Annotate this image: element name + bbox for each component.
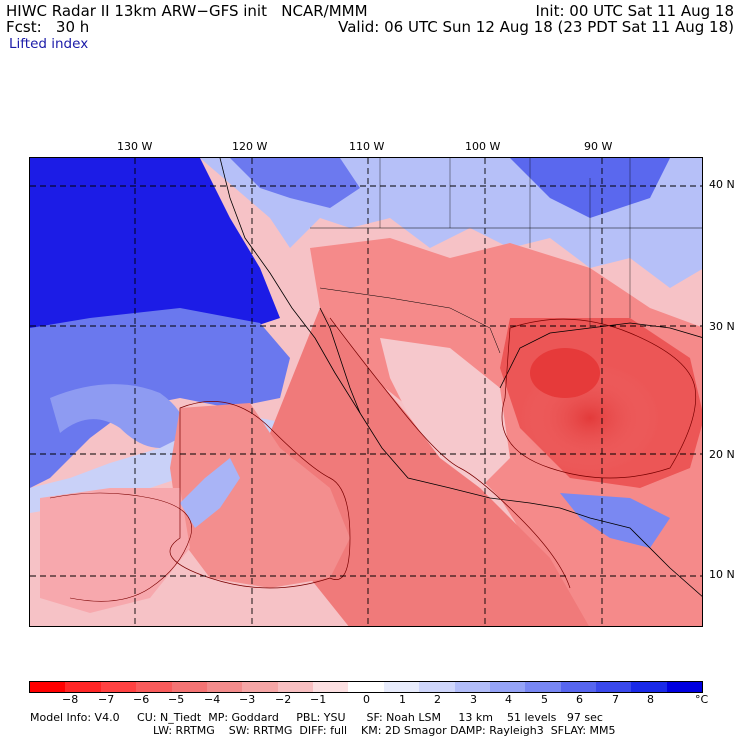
- legend-swatch: [277, 682, 313, 692]
- legend-label: 6: [576, 693, 583, 706]
- legend-swatch: [30, 682, 66, 692]
- lon-label: 110 W: [349, 140, 385, 153]
- model-info-line2: LW: RRTMG SW: RRTMG DIFF: full KM: 2D Sm…: [153, 724, 616, 737]
- neutral-region: [380, 338, 510, 488]
- legend-label: 8: [647, 693, 654, 706]
- legend-swatch: [631, 682, 667, 692]
- lon-label: 100 W: [465, 140, 501, 153]
- legend-label: 2: [434, 693, 441, 706]
- legend-swatch: [383, 682, 420, 692]
- legend-label: 7: [612, 693, 619, 706]
- legend-label: −1: [310, 693, 327, 706]
- lon-label: 130 W: [117, 140, 153, 153]
- model-info-line1: Model Info: V4.0 CU: N_Tiedt MP: Goddard…: [30, 711, 603, 724]
- legend-label: −4: [204, 693, 221, 706]
- legend-label: −3: [239, 693, 256, 706]
- forecast-hour: Fcst: 30 h: [6, 18, 90, 36]
- legend-label: −8: [62, 693, 79, 706]
- header-title: HIWC Radar II 13km ARW−GFS init NCAR/MMM: [6, 2, 368, 20]
- stable-region: [180, 458, 240, 528]
- stable-region: [560, 493, 670, 548]
- legend-swatch: [596, 682, 632, 692]
- coastline: [219, 158, 702, 597]
- lifted-index-map: [29, 157, 703, 627]
- border-line: [319, 287, 501, 354]
- legend-label: −5: [168, 693, 185, 706]
- legend-swatch: [242, 682, 278, 692]
- legend-swatch: [454, 682, 490, 692]
- legend-swatch: [100, 682, 137, 692]
- legend-label: 3: [470, 693, 477, 706]
- stable-region: [50, 384, 185, 448]
- map-canvas: [30, 158, 702, 626]
- lat-label: 10 N: [709, 568, 735, 581]
- stable-region: [230, 158, 360, 208]
- legend-colorbar: [29, 681, 703, 693]
- contour-line: [329, 317, 571, 589]
- legend-swatch: [560, 682, 596, 692]
- lat-label: 30 N: [709, 320, 735, 333]
- unstable-region: [170, 403, 350, 588]
- legend-label: 0: [363, 693, 370, 706]
- legend-swatch: [136, 682, 172, 692]
- coastline: [319, 307, 361, 414]
- legend-unit: °C: [695, 693, 709, 706]
- legend-swatch: [348, 682, 384, 692]
- lat-label: 20 N: [709, 448, 735, 461]
- valid-time: Valid: 06 UTC Sun 12 Aug 18 (23 PDT Sat …: [338, 18, 734, 36]
- graticule: [30, 158, 702, 626]
- legend-label: 5: [541, 693, 548, 706]
- contour-line: [169, 401, 351, 589]
- field-name: Lifted index: [9, 36, 89, 52]
- legend-swatch: [419, 682, 455, 692]
- stable-region: [30, 158, 280, 333]
- init-time: Init: 00 UTC Sat 11 Aug 18: [535, 2, 734, 20]
- legend-swatch: [65, 682, 101, 692]
- lat-label: 40 N: [709, 178, 735, 191]
- legend-swatch: [489, 682, 526, 692]
- legend-label: −6: [133, 693, 150, 706]
- legend-swatch: [171, 682, 207, 692]
- legend-label: −7: [98, 693, 115, 706]
- lon-label: 120 W: [232, 140, 268, 153]
- legend-swatch: [313, 682, 349, 692]
- legend-swatch: [525, 682, 561, 692]
- contour-line: [49, 492, 192, 602]
- legend-label: 4: [505, 693, 512, 706]
- border-line: [379, 158, 631, 328]
- legend-label: −2: [275, 693, 292, 706]
- legend-swatch: [666, 682, 703, 692]
- lon-label: 90 W: [584, 140, 613, 153]
- unstable-region: [40, 488, 190, 613]
- legend-swatch: [206, 682, 243, 692]
- legend-label: 1: [399, 693, 406, 706]
- unstable-core: [530, 348, 600, 398]
